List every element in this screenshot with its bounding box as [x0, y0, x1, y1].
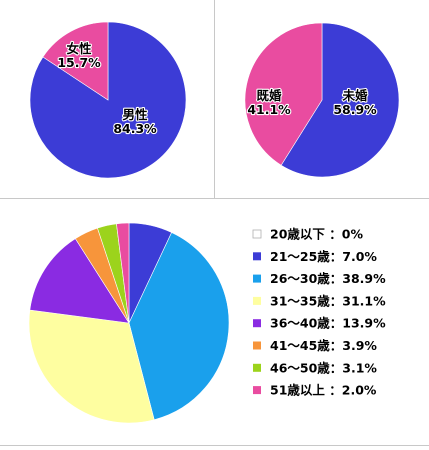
legend-item: 31〜35歳：31.1% — [253, 293, 386, 308]
male-percent-label: 84.3% — [113, 121, 157, 136]
legend-item: 20歳以下 ：0% — [252, 227, 363, 242]
pie-slice-0 — [280, 22, 400, 178]
married-percent-label: 41.1% — [247, 102, 291, 117]
pie-slice-1 — [42, 21, 109, 101]
female-percent-label: 15.7% — [57, 55, 101, 70]
age-legend: 20歳以下 ：0% 21〜25歳：7.0% 26〜30歳：38.9% 31〜35歳：3… — [252, 227, 386, 398]
legend-label: 26〜30歳：38.9% — [270, 271, 386, 286]
legend-label: 21〜25歳：7.0% — [270, 249, 377, 264]
single-percent-label: 58.9% — [333, 102, 377, 117]
married-category-label: 既婚 — [256, 88, 282, 103]
pie-slice-2 — [128, 232, 230, 421]
legend-swatch — [253, 363, 261, 372]
pie-slice-1 — [244, 22, 323, 166]
legend-swatch — [253, 274, 261, 283]
age-pie-chart — [28, 222, 230, 424]
legend-swatch — [252, 229, 262, 239]
pie-slice-7 — [116, 222, 130, 324]
legend-label: 31〜35歳：31.1% — [270, 293, 386, 308]
single-category-label: 未婚 — [341, 88, 368, 103]
male-category-label: 男性 — [122, 107, 148, 122]
legend-label: 51歳以上 ：2.0% — [270, 383, 377, 398]
legend-swatch — [253, 341, 261, 350]
legend-item: 46〜50歳：3.1% — [253, 360, 377, 375]
legend-item: 36〜40歳：13.9% — [253, 316, 386, 331]
female-category-label: 女性 — [66, 41, 92, 56]
legend-label: 41〜45歳：3.9% — [270, 338, 377, 353]
pie-slice-4 — [29, 238, 130, 324]
legend-swatch — [253, 252, 261, 261]
legend-item: 51歳以上 ：2.0% — [253, 383, 377, 398]
pie-slice-3 — [28, 309, 155, 424]
legend-swatch — [253, 319, 261, 328]
legend-item: 41〜45歳：3.9% — [253, 338, 377, 353]
legend-item: 26〜30歳：38.9% — [253, 271, 386, 286]
legend-item: 21〜25歳：7.0% — [253, 249, 377, 264]
legend-swatch — [253, 386, 261, 395]
legend-swatch — [253, 296, 261, 305]
legend-label: 36〜40歳：13.9% — [270, 316, 386, 331]
legend-label: 46〜50歳：3.1% — [270, 360, 377, 375]
legend-label: 20歳以下 ：0% — [270, 227, 363, 242]
